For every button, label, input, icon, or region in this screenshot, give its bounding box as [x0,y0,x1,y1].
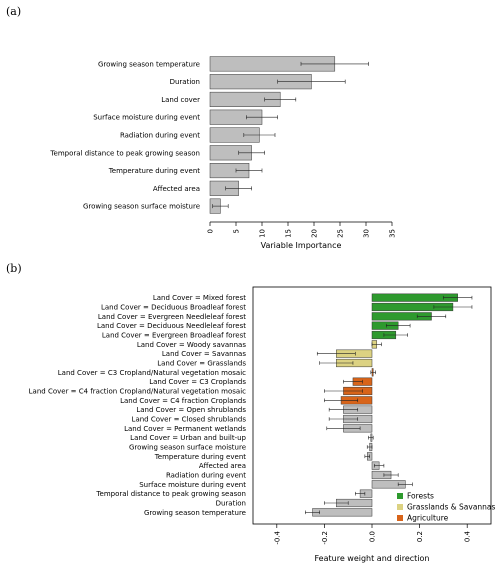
feature-label: Land Cover = Closed shrublands [132,416,247,424]
feature-label: Temperature during event [154,453,247,461]
feature-label: Surface moisture during event [139,481,246,489]
feature-label: Land Cover = Mixed forest [153,294,246,302]
category-label: Temporal distance to peak growing season [49,149,200,157]
category-label: Growing season surface moisture [83,203,200,211]
x-axis-title: Feature weight and direction [315,554,430,563]
category-label: Land cover [161,96,200,104]
panel-a-chart: Growing season temperature Duration Land c… [49,56,397,250]
feature-label: Land Cover = Deciduous Needleleaf forest [97,322,246,330]
legend-label: Forests [407,492,434,501]
feature-label: Land Cover = Grasslands [157,360,246,368]
feature-label: Temporal distance to peak growing season [95,490,246,498]
category-label: Radiation during event [120,132,200,140]
x-tick-label: 35 [389,229,397,238]
panel-a-label: (a) [6,5,22,18]
feature-label: Land Cover = C3 Cropland/Natural vegetat… [58,369,246,377]
legend-label: Grasslands & Savannas [407,503,496,512]
x-tick-label: 30 [363,229,371,238]
feature-label: Land Cover = C3 Croplands [149,378,246,386]
x-axis-title: Variable Importance [261,241,342,250]
category-label: Duration [170,78,200,86]
x-tick-label: -0.2 [321,531,329,545]
feature-label: Land Cover = Permanent wetlands [124,425,246,433]
feature-label: Growing season surface moisture [129,444,246,452]
feature-label: Growing season temperature [144,509,246,517]
x-tick-label: 0 [207,229,215,233]
x-tick-label: -0.4 [273,530,281,544]
feature-label: Land Cover = Woody savannas [137,341,247,349]
x-tick-label: 20 [311,229,319,238]
panel-b-label: (b) [6,262,22,275]
feature-label: Land Cover = Evergreen Needleleaf forest [98,313,246,321]
category-label: Surface moisture during event [93,114,200,122]
legend-swatch [397,504,403,510]
feature-label: Land Cover = C4 fraction Cropland/Natura… [29,388,246,396]
x-tick-label: 15 [285,229,293,238]
x-tick-label: 10 [259,229,267,238]
feature-label: Land Cover = C4 fraction Croplands [120,397,246,405]
panel-b-chart: Land Cover = Mixed forest Land Cover = De… [29,286,496,563]
feature-label: Radiation during event [166,472,246,480]
category-label: Temperature during event [108,167,201,175]
x-tick-label: 0.4 [464,530,472,542]
category-label: Affected area [153,185,200,193]
feature-label: Land Cover = Savannas [162,350,246,358]
weight-bar [312,508,373,517]
feature-label: Affected area [199,462,246,470]
feature-label: Land Cover = Open shrublands [136,406,246,414]
x-tick-label: 5 [233,229,241,233]
x-tick-label: 25 [337,229,345,238]
legend-swatch [397,493,403,499]
feature-label: Land Cover = Evergreen Broadleaf forest [102,332,246,340]
x-tick-label: 0.0 [369,531,377,542]
legend-label: Agriculture [407,514,449,523]
legend-swatch [397,515,403,521]
feature-label: Land Cover = Urban and built-up [130,434,246,442]
feature-label: Land Cover = Deciduous Broadleaf forest [101,304,246,312]
category-label: Growing season temperature [98,60,200,68]
feature-label: Duration [216,500,246,508]
x-tick-label: 0.2 [416,531,424,542]
